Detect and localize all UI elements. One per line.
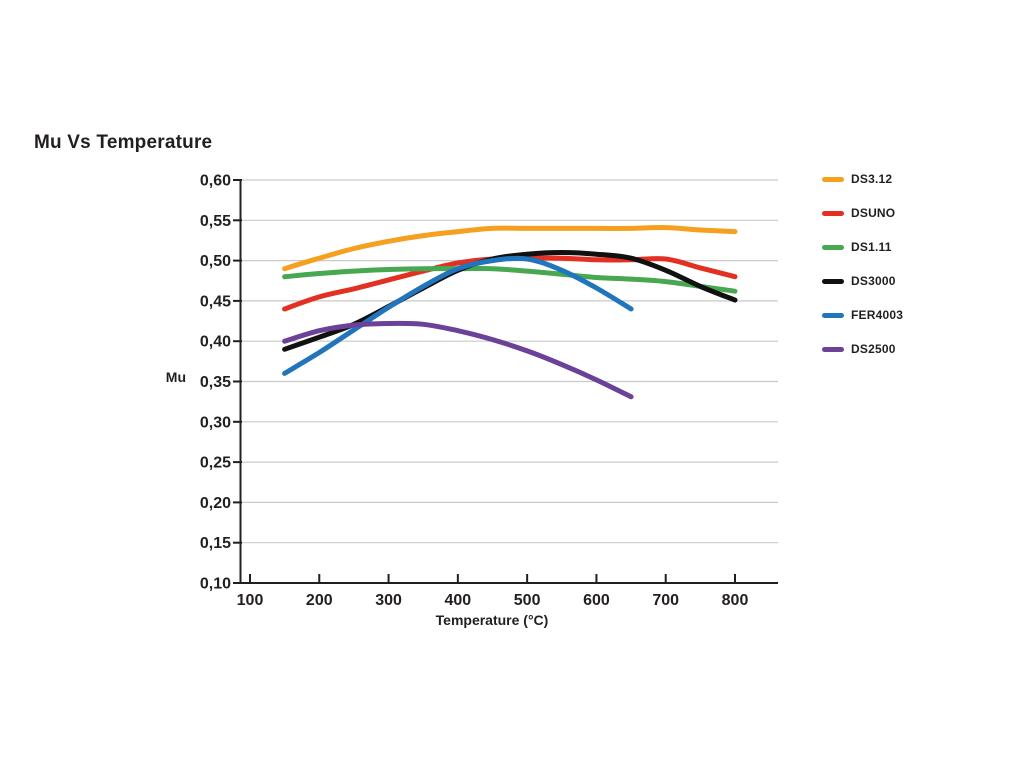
series-line-DS3.12 [282,225,738,272]
y-tick-label: 0,45 [200,293,231,310]
legend-item-DS3000: DS3000 [822,270,903,292]
y-tick-label: 0,40 [200,334,231,351]
legend-label: DS1.11 [851,240,892,254]
legend-swatch-icon [822,176,844,182]
y-tick-label: 0,55 [200,213,231,230]
x-tick-label: 100 [237,592,264,609]
x-tick-label: 500 [514,592,541,609]
y-tick-label: 0,10 [200,576,231,593]
legend-label: DS2500 [851,342,896,356]
y-tick-label: 0,20 [200,495,231,512]
series-line-DS2500 [282,320,634,400]
x-tick-label: 600 [583,592,610,609]
x-tick-label: 400 [445,592,472,609]
x-tick-label: 300 [375,592,402,609]
legend-label: FER4003 [851,308,904,322]
y-tick-label: 0,15 [200,535,231,552]
legend-swatch-icon [822,278,844,284]
legend-swatch-icon [822,210,844,216]
legend-swatch-icon [822,346,844,352]
chart-legend: DS3.12 DSUNO DS1.11 DS3000 FER4003 DS2500 [822,168,903,372]
legend-label: DS3.12 [851,172,893,186]
y-axis-title: Mu [165,369,186,385]
x-tick-label: 800 [722,592,749,609]
x-tick-label: 200 [306,592,333,609]
y-tick-label: 0,60 [200,173,231,190]
series-line-DS1.11 [282,266,738,294]
legend-label: DS3000 [851,274,896,288]
x-tick-label: 700 [652,592,679,609]
y-tick-label: 0,25 [200,455,231,472]
chart-title: Mu Vs Temperature [34,132,213,153]
legend-swatch-icon [822,244,844,250]
series-line-FER4003 [282,255,634,376]
y-tick-label: 0,30 [200,414,231,431]
x-axis-title: Temperature (°C) [435,612,549,628]
y-tick-label: 0,50 [200,253,231,270]
legend-item-DS1.11: DS1.11 [822,236,903,258]
legend-item-DS3.12: DS3.12 [822,168,903,190]
legend-swatch-icon [822,312,844,318]
y-tick-label: 0,35 [200,374,231,391]
legend-item-DSUNO: DSUNO [822,202,903,224]
legend-item-DS2500: DS2500 [822,338,903,360]
legend-item-FER4003: FER4003 [822,304,903,326]
legend-label: DSUNO [851,206,896,220]
